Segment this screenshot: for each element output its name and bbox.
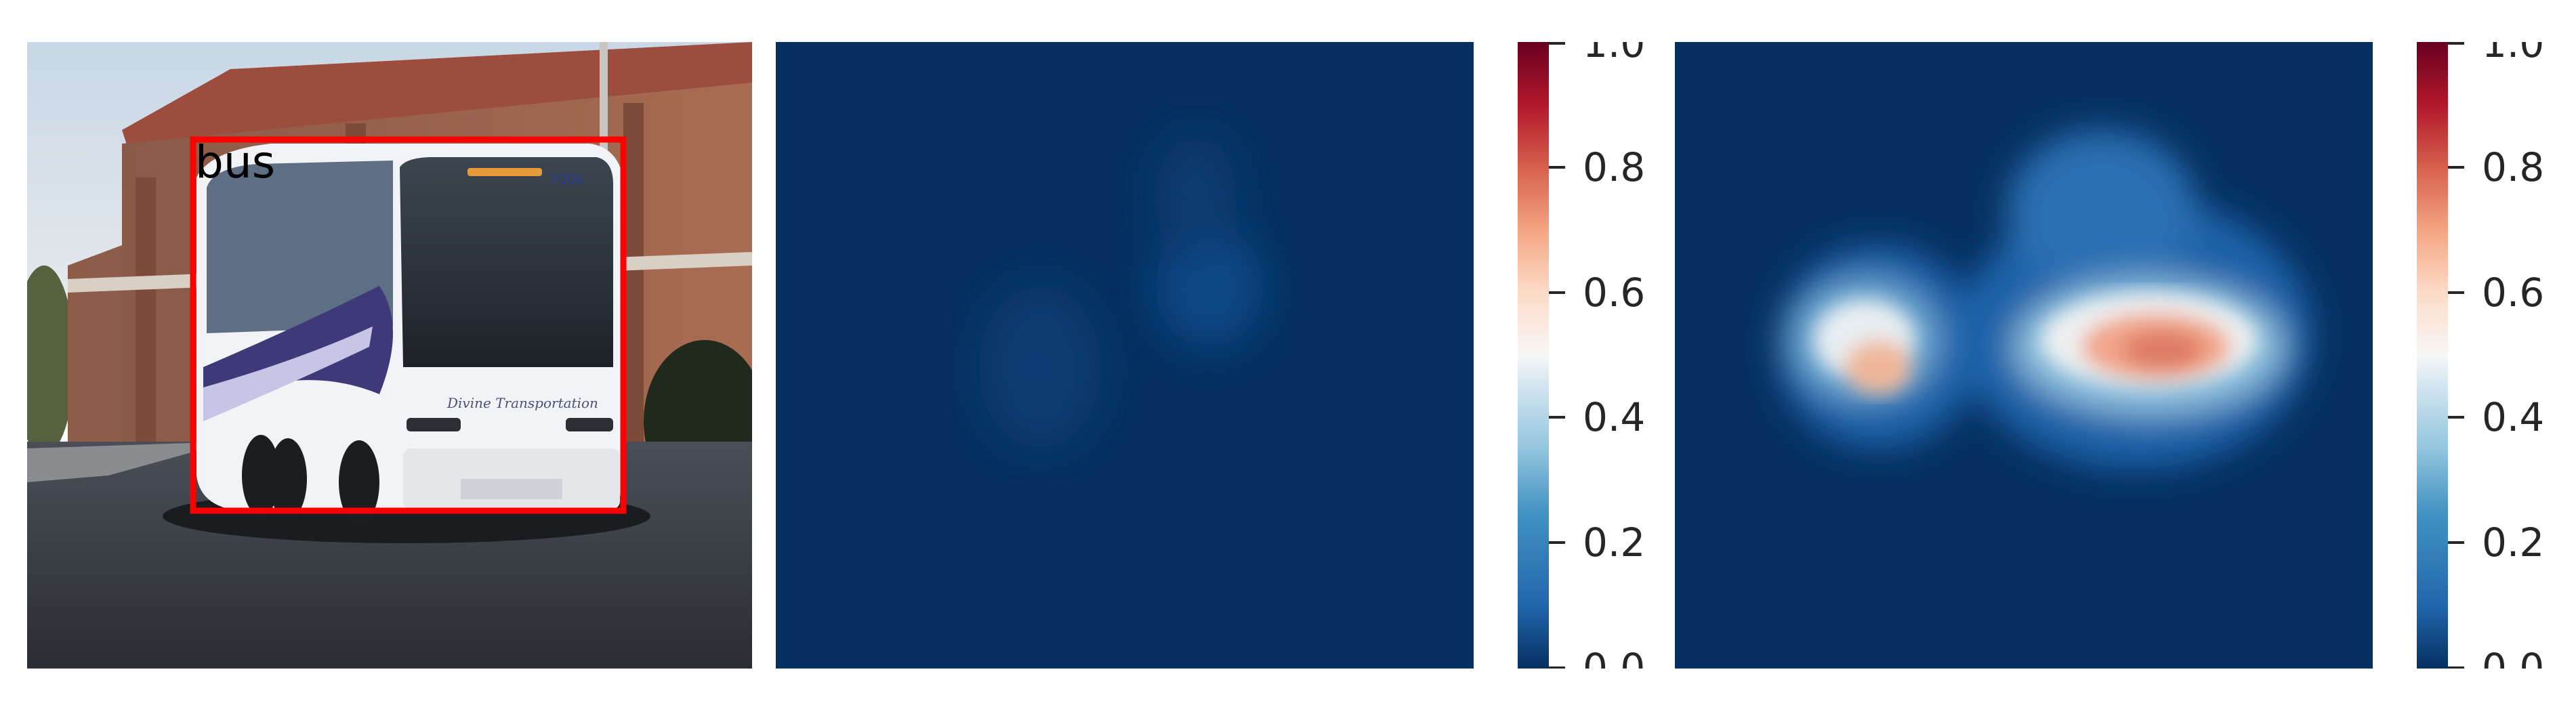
colorbar-1-tick-label: 0.0 — [1583, 645, 1645, 669]
colorbar-1-tick-label: 0.6 — [1583, 270, 1645, 316]
heatmap-1 — [776, 42, 1474, 669]
colorbar-1-tick-label: 1.0 — [1583, 42, 1645, 66]
colorbar-2-tick-label: 0.4 — [2482, 394, 2544, 440]
colorbar-2-tick-label: 0.6 — [2482, 270, 2544, 316]
colorbar-2: 0.0 0.2 0.4 0.6 0.8 1.0 — [2417, 42, 2576, 669]
photo-panel: 7006 Divine Transportation bus — [27, 42, 752, 669]
heatmap-2-image — [1675, 42, 2373, 669]
colorbar-1-tick-label: 0.4 — [1583, 394, 1645, 440]
colorbar-2-tick-label: 0.2 — [2482, 520, 2544, 566]
heatmap-1-image — [776, 42, 1474, 669]
colorbar-1-tick-label: 0.2 — [1583, 520, 1645, 566]
heatmap-2 — [1675, 42, 2373, 669]
colorbar-1-gradient — [1518, 42, 1549, 669]
bus-number-text: 7006 — [549, 171, 583, 188]
colorbar-1-tick-label: 0.8 — [1583, 144, 1645, 190]
colorbar-2-gradient — [2417, 42, 2448, 669]
bus-livery-text: Divine Transportation — [446, 395, 598, 411]
detection-label: bus — [195, 136, 275, 188]
colorbar-2-tick-label: 0.0 — [2482, 645, 2544, 669]
colorbar-2-tick-label: 1.0 — [2482, 42, 2544, 66]
colorbar-2-tick-label: 0.8 — [2482, 144, 2544, 190]
bus-photo: 7006 Divine Transportation bus — [27, 42, 752, 669]
